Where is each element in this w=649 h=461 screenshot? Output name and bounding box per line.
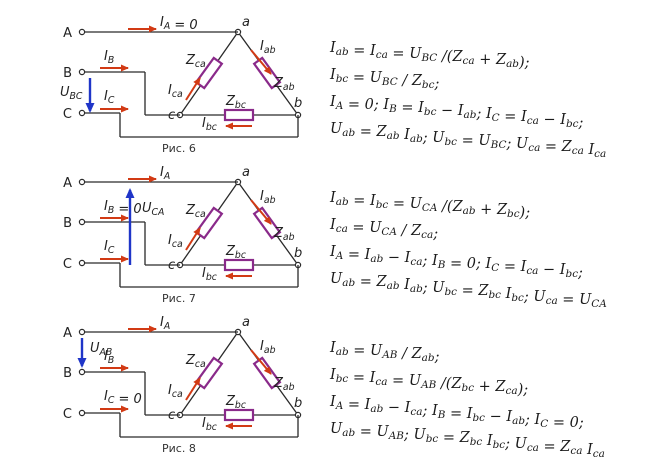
node-label-a: a bbox=[242, 15, 250, 30]
label-source-voltage: UAB bbox=[90, 341, 112, 358]
arrow-phase-current-ca bbox=[185, 227, 201, 251]
label-phase-current-ca: Ica bbox=[168, 83, 183, 100]
arrow-phase-current-ca bbox=[185, 77, 201, 101]
equation-line-2: Ibc = UBC / Zbc; bbox=[329, 67, 439, 92]
terminal-label-b: B bbox=[63, 66, 72, 81]
figure-caption: Рис. 6 bbox=[162, 142, 196, 155]
impedance-bc bbox=[223, 408, 255, 422]
label-line-current-a: IA = 0 bbox=[160, 15, 198, 33]
terminal-label-b: B bbox=[63, 216, 72, 231]
terminal-label-a: A bbox=[63, 176, 72, 191]
equation-line-3: IA = 0; IB = Ibc − Iab; IC = Ica − Ibc; bbox=[329, 94, 584, 131]
arrow-phase-current-ab bbox=[250, 199, 272, 225]
label-line-current-a: IA bbox=[160, 315, 170, 332]
label-phase-current-ca: Ica bbox=[168, 233, 183, 250]
label-source-voltage: UBC bbox=[60, 85, 83, 102]
label-impedance-bc: Zbc bbox=[225, 394, 247, 411]
equation-line-4: Uab = Zab Iab; Ubc = Zbc Ibc; Uca = UCA bbox=[330, 271, 607, 310]
label-impedance-bc: Zbc bbox=[225, 244, 247, 261]
equation-line-3: IA = Iab − Ica; IB = 0; IC = Ica − Ibc; bbox=[329, 244, 583, 281]
terminal-b bbox=[78, 368, 86, 376]
label-phase-current-ab: Iab bbox=[260, 39, 276, 56]
label-line-current-c: IC = 0 bbox=[104, 389, 142, 407]
terminal-c bbox=[78, 259, 86, 267]
label-source-voltage: UCA bbox=[142, 201, 164, 218]
node-label-b: b bbox=[294, 246, 302, 261]
label-line-current-a: IA bbox=[160, 165, 170, 182]
terminal-label-c: C bbox=[63, 257, 72, 272]
terminal-c bbox=[78, 109, 86, 117]
label-line-current-b: IB bbox=[104, 49, 114, 66]
label-phase-current-ab: Iab bbox=[260, 339, 276, 356]
impedance-bc bbox=[223, 108, 255, 122]
node-label-b: b bbox=[294, 96, 302, 111]
equation-line-4: Uab = UAB; Ubc = Zbc Ibc; Uca = Zca Ica bbox=[330, 421, 605, 460]
label-phase-current-bc: Ibc bbox=[202, 116, 218, 133]
terminal-label-a: A bbox=[63, 26, 72, 41]
equation-line-1: Iab = UAB / Zab; bbox=[329, 340, 440, 365]
terminal-label-b: B bbox=[63, 366, 72, 381]
label-impedance-ab: Zab bbox=[273, 376, 295, 393]
terminal-c bbox=[78, 409, 86, 417]
impedance-bc bbox=[223, 258, 255, 272]
node-label-a: a bbox=[242, 165, 250, 180]
arrow-phase-current-ab bbox=[250, 49, 272, 75]
label-impedance-bc: Zbc bbox=[225, 94, 247, 111]
equation-line-2: Ica = UCA / Zca; bbox=[329, 217, 438, 242]
terminal-a bbox=[78, 28, 86, 36]
label-line-current-c: IC bbox=[104, 239, 115, 256]
label-phase-current-ab: Iab bbox=[260, 189, 276, 206]
terminal-label-a: A bbox=[63, 326, 72, 341]
label-impedance-ab: Zab bbox=[273, 76, 295, 93]
label-phase-current-bc: Ibc bbox=[202, 266, 218, 283]
arrow-phase-current-ab bbox=[250, 349, 272, 375]
terminal-label-c: C bbox=[63, 107, 72, 122]
equation-line-4: Uab = Zab Iab; Ubc = UBC; Uca = Zca Ica bbox=[330, 121, 606, 160]
label-line-current-c: IC bbox=[104, 89, 115, 106]
label-phase-current-ca: Ica bbox=[168, 383, 183, 400]
terminal-a bbox=[78, 328, 86, 336]
node-label-b: b bbox=[294, 396, 302, 411]
label-impedance-ca: Zca bbox=[185, 203, 206, 220]
terminal-b bbox=[78, 68, 86, 76]
label-line-current-b: IB = 0 bbox=[104, 199, 142, 217]
equation-line-1: Iab = Ibc = UCA /(Zab + Zbc); bbox=[329, 190, 530, 221]
arrow-phase-current-ca bbox=[185, 377, 201, 401]
equation-line-1: Iab = Ica = UBC /(Zca + Zab); bbox=[329, 40, 530, 71]
label-impedance-ab: Zab bbox=[273, 226, 295, 243]
figure-caption: Рис. 7 bbox=[162, 292, 196, 305]
node-label-a: a bbox=[242, 315, 250, 330]
equation-line-3: IA = Iab − Ica; IB = Ibc − Iab; IC = 0; bbox=[329, 394, 584, 431]
label-line-current-b: IB bbox=[104, 349, 114, 366]
equation-line-2: Ibc = Ica = UAB /(Zbc + Zca); bbox=[329, 367, 528, 398]
terminal-b bbox=[78, 218, 86, 226]
figure-caption: Рис. 8 bbox=[162, 442, 196, 455]
label-phase-current-bc: Ibc bbox=[202, 416, 218, 433]
label-impedance-ca: Zca bbox=[185, 53, 206, 70]
label-impedance-ca: Zca bbox=[185, 353, 206, 370]
terminal-label-c: C bbox=[63, 407, 72, 422]
terminal-a bbox=[78, 178, 86, 186]
